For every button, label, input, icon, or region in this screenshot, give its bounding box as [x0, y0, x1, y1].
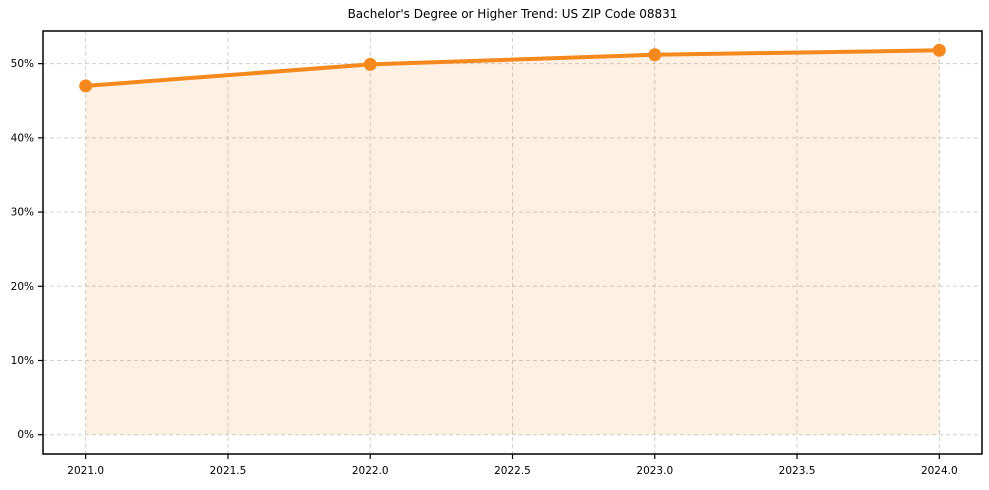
chart-title: Bachelor's Degree or Higher Trend: US ZI…	[347, 7, 678, 21]
y-tick-label: 20%	[11, 281, 34, 293]
x-tick-label: 2024.0	[921, 465, 958, 477]
y-tick-label: 50%	[11, 58, 34, 70]
x-tick-label: 2021.5	[210, 465, 247, 477]
data-point-marker	[932, 43, 946, 57]
y-tick-label: 0%	[17, 429, 34, 441]
x-tick-label: 2023.5	[779, 465, 816, 477]
x-tick-label: 2021.0	[67, 465, 104, 477]
data-point-marker	[363, 57, 377, 71]
y-tick-label: 40%	[11, 132, 34, 144]
area-fill	[85, 50, 940, 435]
x-tick-label: 2023.0	[636, 465, 673, 477]
y-tick-label: 30%	[11, 207, 34, 219]
x-tick-label: 2022.5	[494, 465, 531, 477]
trend-line	[83, 48, 942, 88]
y-tick-label: 10%	[11, 355, 34, 367]
x-tick-label: 2022.0	[352, 465, 389, 477]
data-point-marker	[648, 48, 662, 62]
data-point-marker	[79, 79, 93, 93]
